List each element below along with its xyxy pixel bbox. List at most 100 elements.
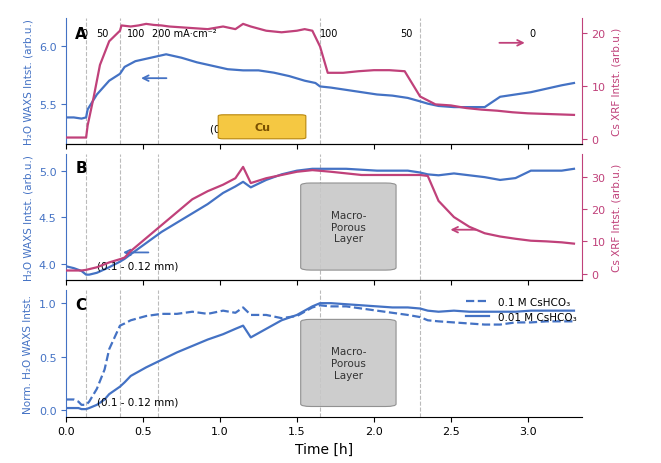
0.01 M CsHCO₃	[404, 305, 412, 311]
0.1 M CsHCO₃	[316, 303, 324, 308]
0.1 M CsHCO₃	[85, 399, 93, 405]
0.01 M CsHCO₃	[231, 326, 239, 332]
Text: (0.15 – 0.18 mm): (0.15 – 0.18 mm)	[210, 125, 300, 134]
0.01 M CsHCO₃	[278, 318, 286, 323]
0.01 M CsHCO₃	[309, 304, 317, 309]
0.1 M CsHCO₃	[247, 313, 254, 318]
0.1 M CsHCO₃	[70, 397, 78, 402]
Text: 200 mA·cm⁻²: 200 mA·cm⁻²	[153, 29, 217, 38]
0.01 M CsHCO₃	[481, 309, 488, 315]
0.01 M CsHCO₃	[62, 406, 70, 411]
0.01 M CsHCO₃	[142, 365, 150, 370]
0.1 M CsHCO₃	[404, 313, 412, 318]
0.01 M CsHCO₃	[570, 308, 578, 314]
0.1 M CsHCO₃	[293, 313, 301, 319]
0.1 M CsHCO₃	[496, 322, 504, 328]
0.1 M CsHCO₃	[82, 402, 90, 408]
0.01 M CsHCO₃	[188, 344, 196, 349]
0.01 M CsHCO₃	[327, 301, 334, 307]
0.1 M CsHCO₃	[231, 310, 239, 316]
0.1 M CsHCO₃	[142, 313, 150, 319]
0.1 M CsHCO₃	[75, 399, 83, 405]
0.01 M CsHCO₃	[93, 402, 101, 408]
0.01 M CsHCO₃	[342, 302, 350, 307]
Text: (0.1 - 0.12 mm): (0.1 - 0.12 mm)	[97, 261, 178, 270]
0.1 M CsHCO₃	[373, 308, 381, 314]
0.01 M CsHCO₃	[120, 380, 128, 385]
FancyBboxPatch shape	[218, 116, 306, 139]
0.01 M CsHCO₃	[262, 326, 270, 332]
0.01 M CsHCO₃	[465, 309, 473, 315]
Line: 0.01 M CsHCO₃: 0.01 M CsHCO₃	[66, 304, 574, 409]
0.01 M CsHCO₃	[77, 407, 85, 412]
0.01 M CsHCO₃	[70, 406, 78, 411]
0.1 M CsHCO₃	[157, 312, 165, 317]
0.01 M CsHCO₃	[293, 313, 301, 318]
0.01 M CsHCO₃	[116, 384, 124, 389]
0.1 M CsHCO₃	[416, 315, 424, 320]
0.1 M CsHCO₃	[481, 322, 488, 328]
Text: (0.1 - 0.12 mm): (0.1 - 0.12 mm)	[97, 397, 178, 407]
0.1 M CsHCO₃	[173, 312, 181, 317]
Y-axis label: H₂O WAXS Intst. (arb.u.): H₂O WAXS Intst. (arb.u.)	[23, 19, 33, 144]
0.01 M CsHCO₃	[100, 397, 108, 402]
0.01 M CsHCO₃	[416, 306, 424, 312]
Text: B: B	[75, 161, 87, 176]
0.01 M CsHCO₃	[424, 308, 432, 314]
0.01 M CsHCO₃	[173, 350, 181, 356]
Text: Macro-
Porous
Layer: Macro- Porous Layer	[330, 347, 366, 380]
Legend: 0.1 M CsHCO₃, 0.01 M CsHCO₃: 0.1 M CsHCO₃, 0.01 M CsHCO₃	[462, 293, 580, 326]
0.1 M CsHCO₃	[309, 305, 317, 311]
Text: Macro-
Porous
Layer: Macro- Porous Layer	[330, 211, 366, 244]
Text: 0: 0	[529, 29, 536, 38]
Line: 0.1 M CsHCO₃: 0.1 M CsHCO₃	[66, 306, 574, 405]
0.01 M CsHCO₃	[558, 308, 566, 314]
Text: 100: 100	[126, 29, 145, 38]
0.1 M CsHCO₃	[542, 319, 550, 325]
0.01 M CsHCO₃	[105, 392, 113, 397]
Text: C: C	[75, 297, 87, 312]
0.01 M CsHCO₃	[389, 305, 397, 311]
0.01 M CsHCO₃	[75, 406, 83, 411]
Text: 50: 50	[400, 29, 412, 38]
0.01 M CsHCO₃	[527, 308, 535, 314]
0.01 M CsHCO₃	[82, 407, 90, 412]
0.1 M CsHCO₃	[278, 316, 286, 321]
0.01 M CsHCO₃	[496, 309, 504, 315]
0.1 M CsHCO₃	[342, 304, 350, 309]
0.1 M CsHCO₃	[188, 309, 196, 315]
0.1 M CsHCO₃	[116, 323, 124, 329]
FancyBboxPatch shape	[301, 184, 396, 270]
0.01 M CsHCO₃	[219, 332, 227, 337]
0.01 M CsHCO₃	[358, 303, 366, 308]
0.01 M CsHCO₃	[85, 406, 93, 411]
0.01 M CsHCO₃	[204, 337, 212, 343]
0.1 M CsHCO₃	[450, 320, 458, 325]
Text: Cu: Cu	[254, 123, 270, 132]
0.01 M CsHCO₃	[239, 323, 247, 329]
0.01 M CsHCO₃	[247, 335, 254, 340]
0.1 M CsHCO₃	[93, 386, 101, 392]
0.1 M CsHCO₃	[434, 319, 442, 325]
Text: A: A	[75, 27, 87, 42]
0.1 M CsHCO₃	[239, 305, 247, 311]
0.1 M CsHCO₃	[105, 347, 113, 352]
0.1 M CsHCO₃	[527, 320, 535, 325]
0.1 M CsHCO₃	[219, 308, 227, 314]
0.01 M CsHCO₃	[542, 308, 550, 314]
0.01 M CsHCO₃	[373, 304, 381, 309]
0.01 M CsHCO₃	[434, 309, 442, 315]
FancyBboxPatch shape	[301, 319, 396, 407]
0.01 M CsHCO₃	[157, 357, 165, 363]
Text: 0: 0	[81, 29, 87, 38]
Y-axis label: Cs XRF Intst. (arb.u.): Cs XRF Intst. (arb.u.)	[611, 27, 621, 136]
Y-axis label: Cs XRF Intst. (arb.u.): Cs XRF Intst. (arb.u.)	[611, 163, 621, 272]
0.1 M CsHCO₃	[389, 310, 397, 316]
Text: 50: 50	[96, 29, 108, 38]
Text: 100: 100	[320, 29, 338, 38]
0.01 M CsHCO₃	[450, 308, 458, 314]
0.1 M CsHCO₃	[327, 304, 334, 309]
0.1 M CsHCO₃	[77, 402, 85, 408]
0.1 M CsHCO₃	[100, 367, 108, 373]
0.1 M CsHCO₃	[558, 319, 566, 325]
